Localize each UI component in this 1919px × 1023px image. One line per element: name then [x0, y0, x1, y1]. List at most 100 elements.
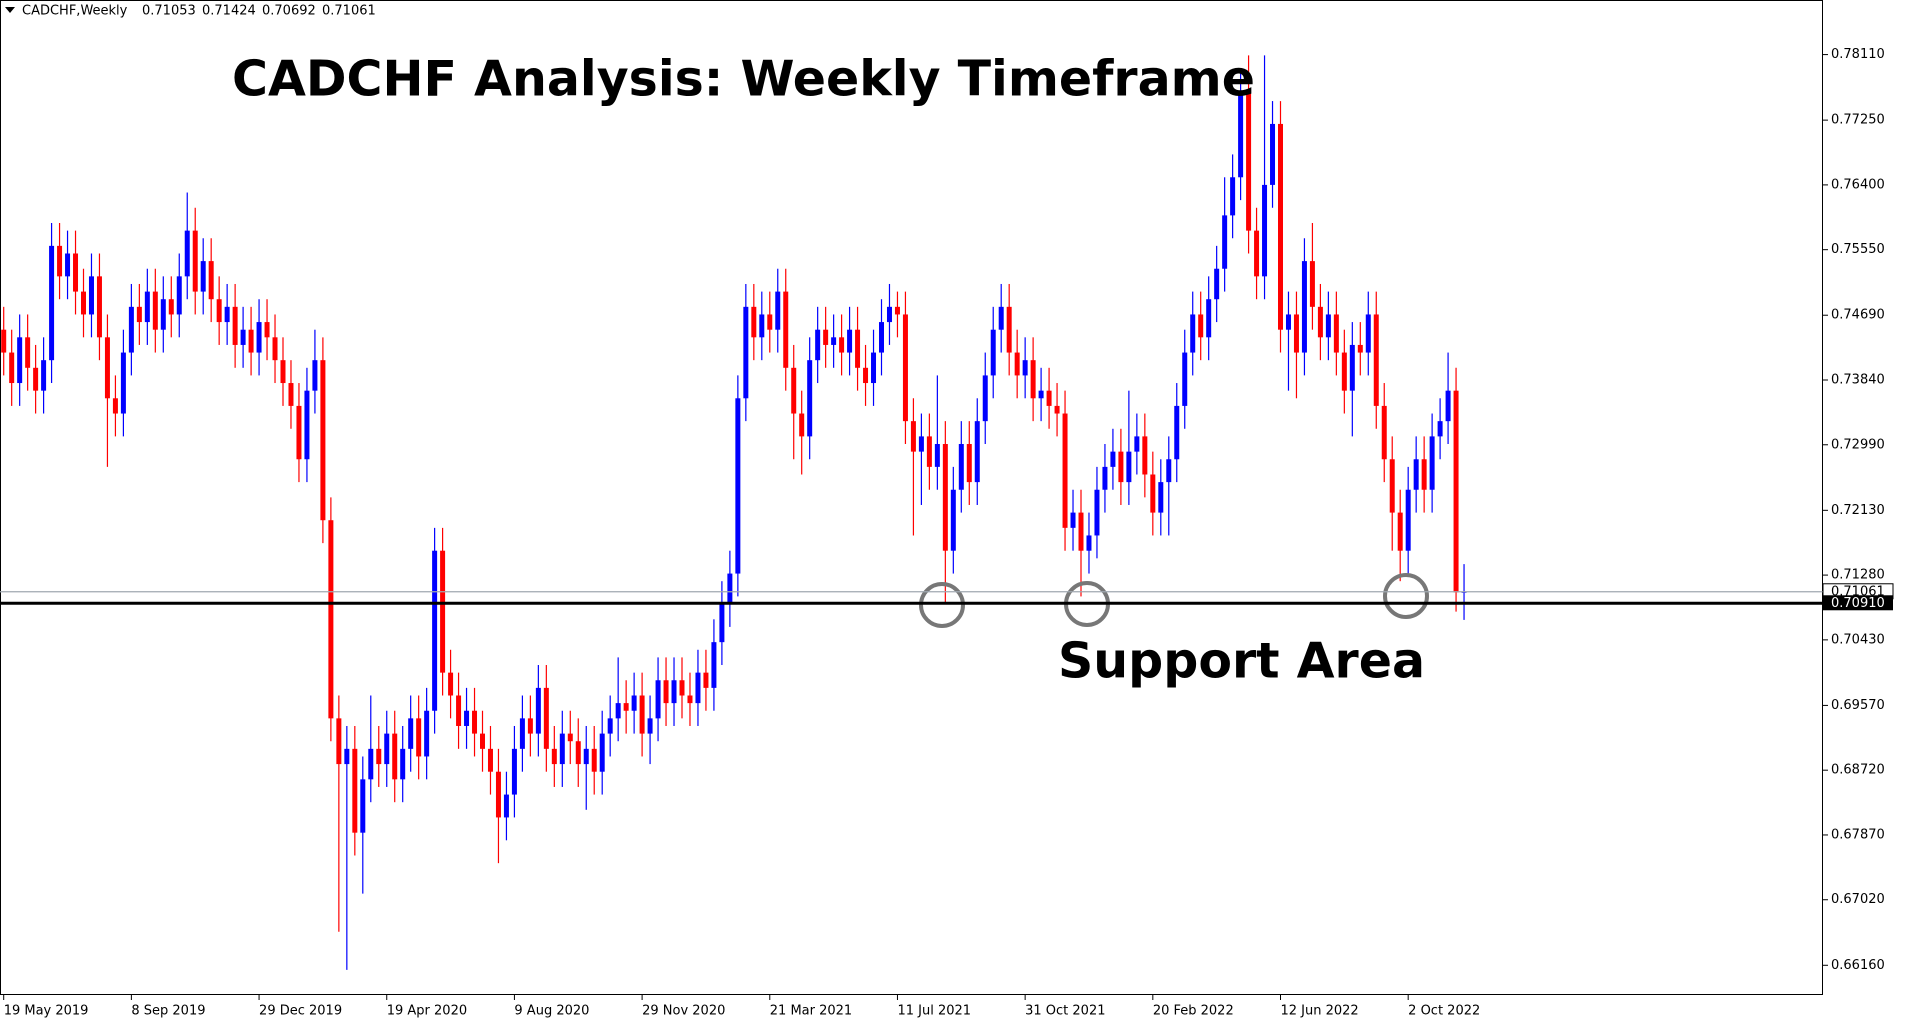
candle-body: [1, 329, 7, 353]
y-tick-label: 0.75550: [1831, 242, 1885, 257]
candle-body: [759, 314, 765, 338]
candle-body: [711, 642, 717, 688]
candle-body: [248, 329, 254, 353]
candle-body: [456, 695, 462, 726]
x-tick-label: 20 Feb 2022: [1153, 1004, 1234, 1019]
candle-body: [727, 573, 733, 605]
candle-body: [448, 672, 454, 696]
menu-arrow[interactable]: [5, 7, 15, 13]
candle-body: [1421, 459, 1427, 490]
y-tick-label: 0.70430: [1831, 632, 1885, 647]
candle-body: [1182, 352, 1188, 406]
candle-body: [1062, 413, 1068, 528]
candle-body: [1110, 451, 1116, 467]
candle-body: [1413, 459, 1419, 490]
candle-body: [232, 306, 238, 345]
candle-body: [1437, 421, 1443, 437]
candle-body: [49, 245, 55, 361]
candle-body: [495, 771, 501, 818]
support-circle: [1383, 573, 1429, 619]
candle-body: [719, 604, 725, 643]
candle-body: [1150, 474, 1156, 513]
candle-body: [1046, 390, 1052, 406]
candle-body: [879, 322, 884, 353]
candle-body: [847, 329, 853, 353]
candle-body: [1301, 261, 1307, 353]
candle-body: [990, 329, 996, 376]
candle-body: [1453, 390, 1459, 593]
candle-body: [894, 306, 900, 315]
candle-body: [1238, 93, 1244, 178]
candle-body: [464, 710, 470, 726]
candle-body: [871, 352, 877, 384]
candle-body: [81, 291, 86, 315]
x-tick-label: 8 Sep 2019: [131, 1004, 205, 1019]
candle-body: [1126, 451, 1132, 483]
candle-body: [1293, 314, 1299, 353]
candle-body: [96, 276, 102, 338]
candle-body: [695, 672, 701, 704]
candle-body: [950, 489, 956, 551]
candle-body: [679, 680, 685, 696]
candle-body: [1022, 360, 1028, 376]
candle-body: [1317, 306, 1323, 338]
candle-body: [1246, 93, 1252, 231]
header-close: 0.71061: [322, 4, 376, 19]
candle-body: [942, 444, 948, 551]
candle-body: [974, 421, 980, 483]
y-tick-label: 0.72990: [1831, 437, 1885, 452]
candle-body: [815, 329, 821, 361]
candle-body: [831, 337, 837, 345]
candle-body: [472, 710, 478, 734]
plot-frame: [0, 0, 1823, 995]
header-low: 0.70692: [262, 4, 316, 19]
y-tick-label: 0.77250: [1831, 113, 1885, 128]
candle-body: [599, 733, 605, 772]
candle-body: [112, 398, 118, 414]
y-tick-label: 0.76400: [1831, 177, 1885, 192]
candle-body: [296, 405, 302, 460]
candle-body: [41, 360, 47, 391]
candle-body: [934, 444, 940, 467]
candle-body: [551, 748, 557, 765]
candle-body: [424, 710, 430, 757]
candle-body: [288, 383, 294, 406]
candle-body: [543, 687, 549, 749]
candle-body: [639, 695, 645, 734]
candle-body: [591, 748, 597, 772]
candle-body: [1006, 306, 1012, 353]
candle-body: [1445, 390, 1451, 422]
candle-body: [432, 550, 438, 711]
candle-body: [1270, 123, 1276, 185]
candle-body: [200, 261, 206, 292]
candle-body: [775, 291, 781, 330]
candle-body: [926, 436, 932, 467]
candle-body: [1325, 314, 1331, 338]
candle-body: [519, 718, 525, 749]
candle-body: [480, 733, 485, 749]
candle-body: [910, 421, 916, 452]
candle-body: [1206, 299, 1212, 338]
candle-body: [863, 367, 869, 384]
candle-body: [918, 436, 924, 452]
candle-body: [1134, 436, 1140, 452]
candle-body: [1278, 123, 1283, 330]
candle-body: [735, 398, 741, 574]
candle-body: [176, 276, 182, 315]
candle-body: [966, 444, 972, 483]
candle-body: [73, 253, 79, 292]
candle-body: [392, 733, 398, 780]
candle-body: [823, 329, 829, 345]
x-tick-label: 2 Oct 2022: [1408, 1004, 1480, 1019]
candle-body: [320, 360, 326, 521]
candle-body: [855, 329, 861, 368]
support-label: 0.70910: [1831, 596, 1885, 611]
candle-body: [160, 299, 166, 330]
candle-body: [1357, 344, 1363, 353]
candle-body: [17, 337, 23, 384]
candle-body: [1365, 314, 1371, 353]
candle-body: [567, 733, 573, 742]
header-high: 0.71424: [202, 4, 256, 19]
candle-body: [671, 680, 677, 704]
